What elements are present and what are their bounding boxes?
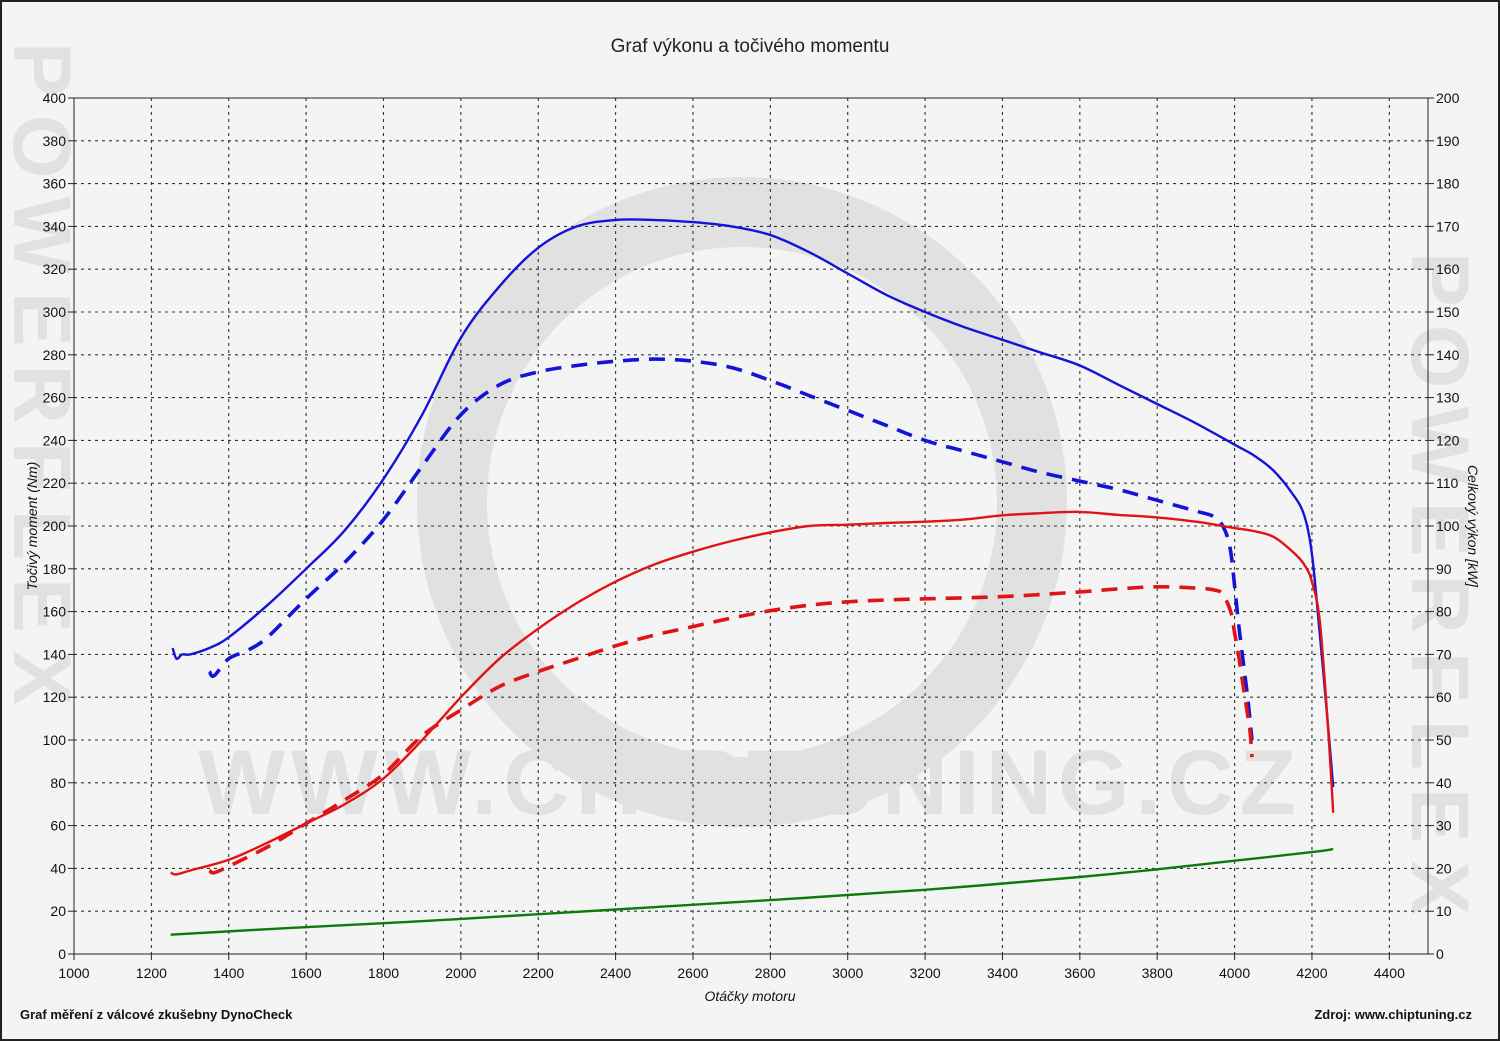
- series-line-2: [207, 357, 1254, 741]
- y2-axis-label: Celkový výkon [kW]: [1465, 465, 1481, 588]
- x-tick-label: 2600: [677, 965, 708, 981]
- y2-tick-label: 50: [1436, 732, 1452, 748]
- chart-title: Graf výkonu a točivého momentu: [610, 36, 890, 57]
- y-tick-label: 240: [43, 432, 67, 448]
- y2-tick-label: 190: [1436, 133, 1460, 149]
- footer-source-link[interactable]: Zdroj: www.chiptuning.cz: [1314, 1007, 1472, 1022]
- y2-tick-label: 180: [1436, 176, 1460, 192]
- x-tick-label: 3600: [1064, 965, 1095, 981]
- y-tick-label: 260: [43, 390, 67, 406]
- x-tick-label: 1800: [368, 965, 399, 981]
- y-tick-label: 300: [43, 304, 67, 320]
- y-tick-label: 160: [43, 604, 67, 620]
- y-tick-label: 120: [43, 689, 67, 705]
- x-tick-label: 3000: [832, 965, 863, 981]
- y-tick-label: 280: [43, 347, 67, 363]
- x-tick-label: 2800: [755, 965, 786, 981]
- y-tick-label: 340: [43, 218, 67, 234]
- y-tick-label: 60: [50, 818, 66, 834]
- y2-tick-label: 140: [1436, 347, 1460, 363]
- y2-tick-label: 60: [1436, 689, 1452, 705]
- y-tick-label: 140: [43, 646, 67, 662]
- x-tick-label: 2400: [600, 965, 631, 981]
- y2-tick-label: 130: [1436, 390, 1460, 406]
- x-tick-label: 3400: [987, 965, 1018, 981]
- y2-tick-label: 170: [1436, 218, 1460, 234]
- y-tick-label: 220: [43, 475, 67, 491]
- y2-tick-label: 200: [1436, 90, 1460, 106]
- x-tick-label: 3800: [1142, 965, 1173, 981]
- y2-tick-label: 70: [1436, 646, 1452, 662]
- watermark-layer: WWW.CHIPTUNING.CZ POWERFLEX POWERFLEX: [2, 42, 1485, 933]
- y-tick-label: 40: [50, 860, 66, 876]
- y-tick-label: 380: [43, 133, 67, 149]
- x-tick-label: 3200: [910, 965, 941, 981]
- series-line-3: [170, 510, 1335, 876]
- y-tick-label: 80: [50, 775, 66, 791]
- watermark-logo-shape: [417, 177, 1067, 827]
- y2-tick-label: 150: [1436, 304, 1460, 320]
- y-tick-label: 200: [43, 518, 67, 534]
- y-axis-label: Točivý moment (Nm): [24, 462, 40, 591]
- y-tick-label: 320: [43, 261, 67, 277]
- series-line-5: [170, 847, 1334, 936]
- series-line-4: [208, 584, 1254, 875]
- x-tick-label: 1600: [291, 965, 322, 981]
- watermark-side-left: POWERFLEX: [2, 42, 87, 723]
- y2-tick-label: 160: [1436, 261, 1460, 277]
- x-tick-label: 1200: [136, 965, 167, 981]
- y-tick-label: 0: [58, 946, 66, 962]
- y-tick-label: 20: [50, 903, 66, 919]
- x-axis-label: Otáčky motoru: [704, 988, 795, 1004]
- x-tick-label: 4400: [1374, 965, 1405, 981]
- y2-tick-label: 100: [1436, 518, 1460, 534]
- x-tick-label: 2000: [445, 965, 476, 981]
- y2-tick-label: 20: [1436, 860, 1452, 876]
- y2-tick-label: 40: [1436, 775, 1452, 791]
- y-tick-label: 360: [43, 176, 67, 192]
- footer-source-note: Graf měření z válcové zkušebny DynoCheck: [20, 1007, 293, 1022]
- tick-layer: 1000 1200 1400 1600 1800 2000 2200 2400 2600 2800…: [43, 90, 1460, 981]
- y2-tick-label: 30: [1436, 818, 1452, 834]
- x-tick-label: 1000: [58, 965, 89, 981]
- y2-tick-label: 90: [1436, 561, 1452, 577]
- x-tick-label: 2200: [523, 965, 554, 981]
- y2-tick-label: 80: [1436, 604, 1452, 620]
- y-tick-label: 180: [43, 561, 67, 577]
- series-layer: [170, 218, 1335, 936]
- y2-tick-label: 120: [1436, 432, 1460, 448]
- y2-tick-label: 10: [1436, 903, 1452, 919]
- y2-tick-label: 0: [1436, 946, 1444, 962]
- y-tick-label: 100: [43, 732, 67, 748]
- y-tick-label: 400: [43, 90, 67, 106]
- x-tick-label: 4000: [1219, 965, 1250, 981]
- series-line-1: [171, 218, 1335, 788]
- x-tick-label: 1400: [213, 965, 244, 981]
- y2-tick-label: 110: [1436, 475, 1459, 491]
- x-tick-label: 4200: [1296, 965, 1327, 981]
- watermark-side-right: POWERFLEX: [1394, 252, 1485, 933]
